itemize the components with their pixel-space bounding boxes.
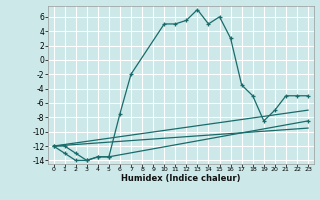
X-axis label: Humidex (Indice chaleur): Humidex (Indice chaleur) — [121, 174, 241, 183]
